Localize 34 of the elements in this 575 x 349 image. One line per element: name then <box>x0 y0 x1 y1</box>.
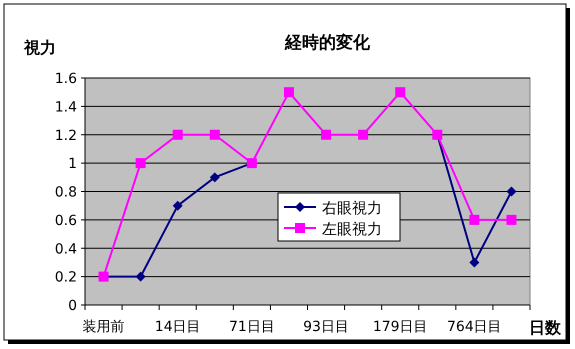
x-tick-label: 装用前 <box>82 319 125 335</box>
x-tick-label: 764日目 <box>447 319 502 335</box>
point <box>210 130 220 140</box>
point <box>506 214 516 225</box>
x-tick-label: 93日目 <box>303 319 349 335</box>
legend-label: 左眼視力 <box>322 220 382 238</box>
point <box>284 87 294 98</box>
point <box>506 186 516 196</box>
legend-label: 右眼視力 <box>322 199 382 217</box>
y-tick-label: 1 <box>68 156 77 172</box>
point <box>172 130 183 140</box>
point <box>321 130 332 140</box>
x-axis-title: 日数 <box>529 318 562 337</box>
x-tick-label: 71日目 <box>228 319 275 335</box>
y-tick-label: 0 <box>68 298 77 314</box>
y-tick-label: 0.4 <box>54 241 78 258</box>
point <box>358 130 368 140</box>
point <box>469 257 480 268</box>
point <box>210 172 220 182</box>
point <box>469 214 480 225</box>
x-tick-label: 14日目 <box>154 319 201 335</box>
y-tick-label: 1.4 <box>54 99 78 116</box>
point <box>136 272 146 282</box>
point <box>172 200 183 211</box>
y-tick-label: 1.6 <box>54 71 78 87</box>
x-tick-label: 179日目 <box>372 319 428 335</box>
point <box>136 158 146 168</box>
y-tick-label: 0.2 <box>54 270 77 286</box>
point <box>395 87 406 98</box>
y-tick-label: 0.6 <box>54 212 78 229</box>
y-tick-label: 0.8 <box>54 184 77 200</box>
chart-title: 経時的変化 <box>284 33 371 53</box>
y-tick-label: 1.2 <box>54 128 77 144</box>
y-axis-title: 視力 <box>23 38 56 57</box>
